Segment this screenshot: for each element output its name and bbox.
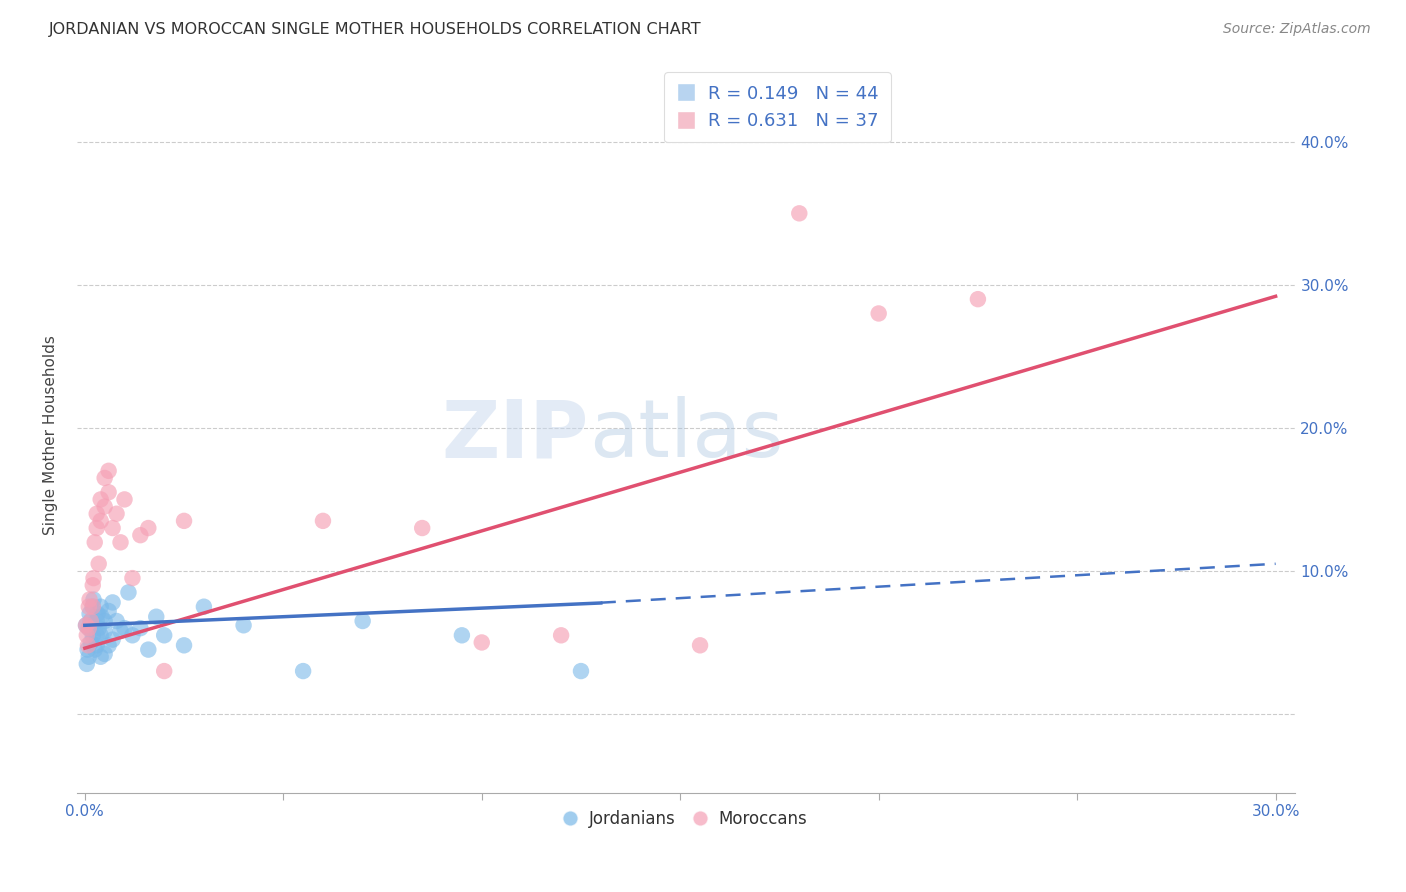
Point: [82, 628, 104, 642]
Point: [97, 604, 120, 618]
Point: [83, 642, 105, 657]
Text: JORDANIAN VS MOROCCAN SINGLE MOTHER HOUSEHOLDS CORRELATION CHART: JORDANIAN VS MOROCCAN SINGLE MOTHER HOUS…: [49, 22, 702, 37]
Point: [136, 642, 159, 657]
Point: [967, 292, 990, 306]
Point: [173, 638, 195, 652]
Point: [77, 638, 100, 652]
Point: [83, 535, 105, 549]
Point: [75, 618, 97, 632]
Point: [232, 618, 254, 632]
Y-axis label: Single Mother Households: Single Mother Households: [44, 335, 58, 535]
Point: [86, 507, 108, 521]
Point: [90, 599, 112, 614]
Point: [153, 664, 176, 678]
Point: [101, 632, 124, 647]
Point: [117, 585, 139, 599]
Text: ZIP: ZIP: [441, 396, 589, 474]
Point: [312, 514, 335, 528]
Point: [79, 607, 101, 621]
Point: [82, 599, 104, 614]
Point: [76, 628, 98, 642]
Point: [86, 628, 108, 642]
Point: [90, 514, 112, 528]
Point: [173, 514, 195, 528]
Point: [97, 464, 120, 478]
Point: [79, 592, 101, 607]
Point: [83, 571, 105, 585]
Point: [93, 614, 115, 628]
Point: [75, 618, 97, 632]
Point: [83, 592, 105, 607]
Point: [110, 624, 132, 638]
Point: [101, 595, 124, 609]
Point: [129, 528, 152, 542]
Text: atlas: atlas: [589, 396, 783, 474]
Point: [114, 621, 136, 635]
Point: [569, 664, 592, 678]
Point: [787, 206, 810, 220]
Point: [86, 614, 108, 628]
Point: [86, 638, 108, 652]
Point: [97, 485, 120, 500]
Point: [90, 628, 112, 642]
Point: [136, 521, 159, 535]
Point: [352, 614, 374, 628]
Point: [80, 614, 103, 628]
Point: [82, 599, 104, 614]
Point: [121, 571, 143, 585]
Point: [121, 628, 143, 642]
Point: [292, 664, 315, 678]
Point: [77, 599, 100, 614]
Point: [86, 607, 108, 621]
Point: [77, 649, 100, 664]
Point: [129, 621, 152, 635]
Point: [87, 557, 110, 571]
Point: [76, 642, 98, 657]
Point: [550, 628, 572, 642]
Point: [90, 609, 112, 624]
Point: [90, 492, 112, 507]
Point: [689, 638, 711, 652]
Point: [411, 521, 433, 535]
Point: [76, 657, 98, 671]
Point: [110, 535, 132, 549]
Point: [101, 521, 124, 535]
Point: [80, 635, 103, 649]
Point: [153, 628, 176, 642]
Point: [471, 635, 494, 649]
Point: [868, 306, 890, 320]
Point: [451, 628, 474, 642]
Point: [114, 492, 136, 507]
Point: [80, 614, 103, 628]
Point: [93, 471, 115, 485]
Point: [87, 621, 110, 635]
Point: [77, 621, 100, 635]
Point: [145, 609, 167, 624]
Point: [93, 500, 115, 514]
Point: [97, 638, 120, 652]
Point: [82, 578, 104, 592]
Point: [93, 624, 115, 638]
Point: [77, 621, 100, 635]
Text: Source: ZipAtlas.com: Source: ZipAtlas.com: [1223, 22, 1371, 37]
Legend: Jordanians, Moroccans: Jordanians, Moroccans: [558, 803, 814, 834]
Point: [105, 507, 128, 521]
Point: [86, 521, 108, 535]
Point: [90, 649, 112, 664]
Point: [193, 599, 215, 614]
Point: [105, 614, 128, 628]
Point: [93, 647, 115, 661]
